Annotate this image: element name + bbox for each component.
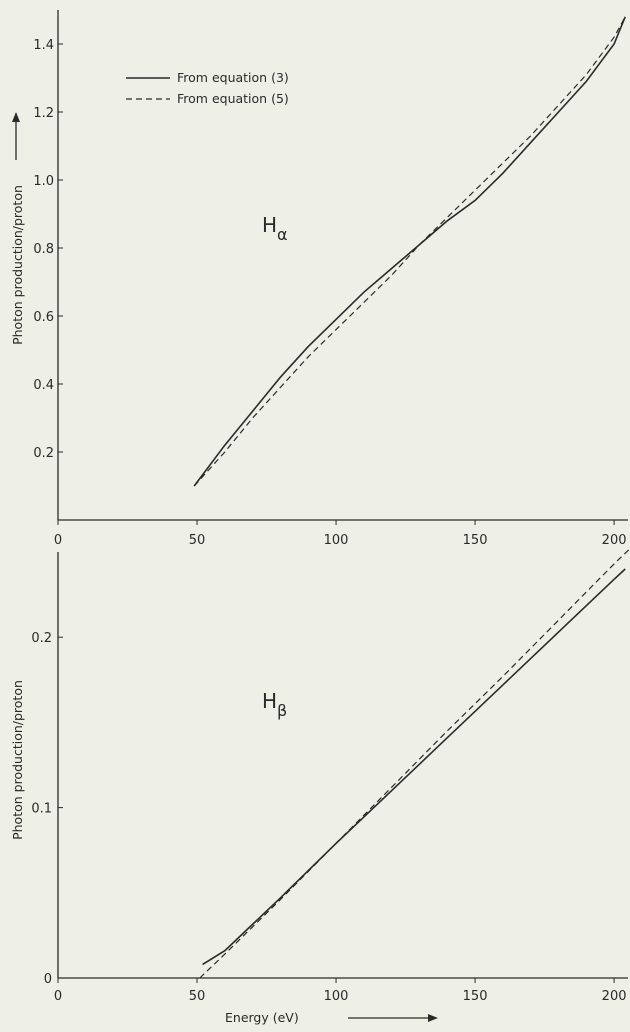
x-tick-label: 50 xyxy=(189,533,206,548)
y-tick-label: 0.6 xyxy=(33,310,54,325)
series-line-solid xyxy=(193,16,626,487)
series-line-solid xyxy=(202,568,626,966)
y-axis-title: Photon production/proton xyxy=(10,680,25,840)
h-beta-sub: β xyxy=(277,701,287,720)
h-alpha-annotation: Hα xyxy=(262,213,288,244)
y-tick-label: 1.4 xyxy=(33,38,54,53)
x-ticks: 0 50 100 150 200 xyxy=(54,520,627,548)
x-axis-title: Energy (eV) xyxy=(225,1010,299,1025)
y-tick-label: 0 xyxy=(44,972,52,987)
x-tick-label: 0 xyxy=(54,989,62,1004)
x-tick-label: 150 xyxy=(463,533,488,548)
y-ticks: 0 0.1 0.2 xyxy=(31,631,63,987)
h-alpha-main: H xyxy=(262,213,277,237)
h-alpha-sub: α xyxy=(277,225,288,244)
series-line-dashed xyxy=(199,547,630,979)
series-line-dashed xyxy=(193,16,626,487)
y-tick-label: 1.2 xyxy=(33,106,54,121)
x-tick-label: 100 xyxy=(324,989,349,1004)
x-tick-label: 150 xyxy=(463,989,488,1004)
y-ticks: 0.2 0.4 0.6 0.8 1.0 1.2 1.4 xyxy=(33,38,63,461)
legend: From equation (3) From equation (5) xyxy=(126,70,289,106)
x-axis-arrow-head xyxy=(428,1014,438,1022)
y-axis-arrow xyxy=(12,112,20,160)
y-axis-arrow-head xyxy=(12,112,20,122)
y-tick-label: 1.0 xyxy=(33,174,54,189)
x-tick-label: 200 xyxy=(602,533,627,548)
h-beta-annotation: Hβ xyxy=(262,689,287,720)
chart-h-beta: 0 50 100 150 200 0 0.1 0.2 Photon production/p… xyxy=(10,547,630,1025)
y-tick-label: 0.8 xyxy=(33,242,54,257)
x-ticks: 0 50 100 150 200 xyxy=(54,978,627,1004)
h-beta-main: H xyxy=(262,689,277,713)
y-tick-label: 0.1 xyxy=(31,802,52,817)
legend-label-eq3: From equation (3) xyxy=(177,70,289,85)
x-tick-label: 100 xyxy=(324,533,349,548)
series-group xyxy=(193,16,626,487)
y-tick-label: 0.2 xyxy=(33,446,54,461)
y-tick-label: 0.2 xyxy=(31,631,52,646)
legend-label-eq5: From equation (5) xyxy=(177,91,289,106)
x-tick-label: 200 xyxy=(602,989,627,1004)
x-axis-title-group: Energy (eV) xyxy=(225,1010,438,1025)
y-axis-title: Photon production/proton xyxy=(10,185,25,345)
x-tick-label: 50 xyxy=(189,989,206,1004)
chart-h-alpha: 0 50 100 150 200 0.2 0.4 0.6 0.8 1.0 1.2 1.4 Photo… xyxy=(10,10,628,548)
series-group xyxy=(199,547,630,979)
x-tick-label: 0 xyxy=(54,533,62,548)
y-tick-label: 0.4 xyxy=(33,378,54,393)
